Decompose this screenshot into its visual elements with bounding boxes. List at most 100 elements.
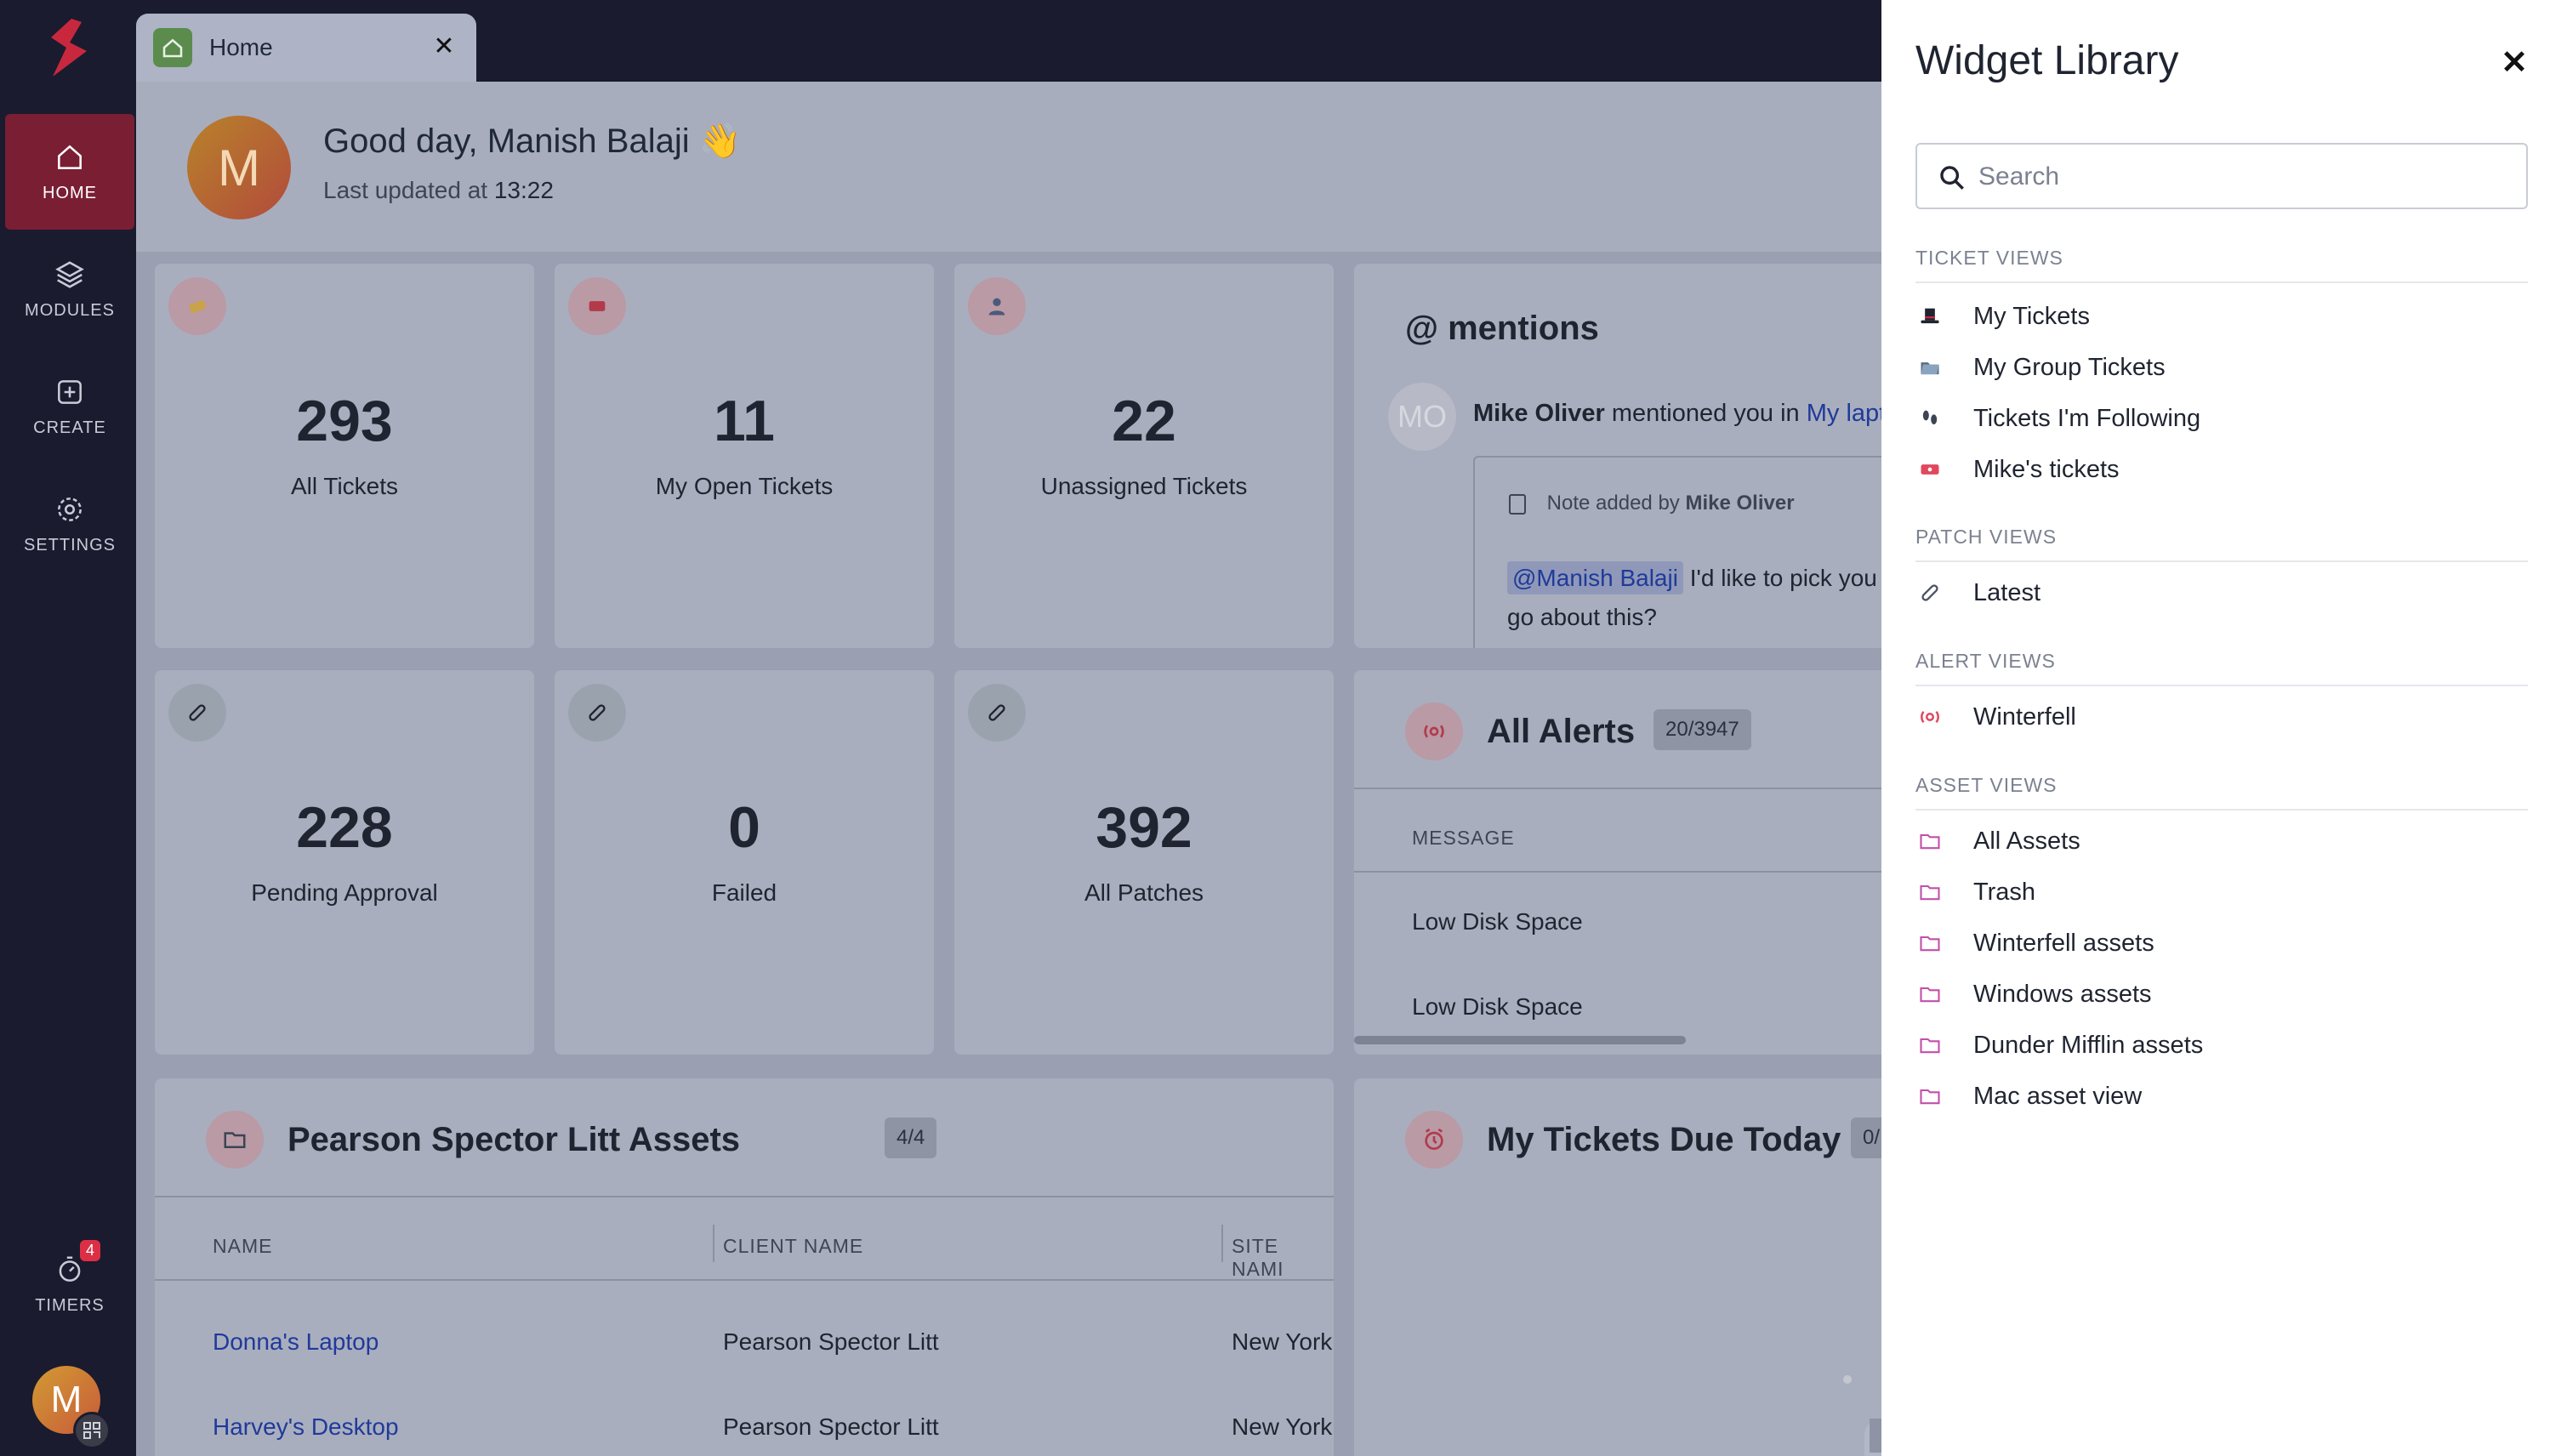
widget-item-tickets-following[interactable]: Tickets I'm Following bbox=[1915, 397, 2528, 440]
divider bbox=[1354, 871, 1881, 873]
search-input[interactable] bbox=[1978, 155, 2506, 199]
stat-card-pending-approval[interactable]: 228 Pending Approval bbox=[155, 670, 534, 1055]
stat-value: 11 bbox=[714, 389, 775, 453]
asset-name-link[interactable]: Harvey's Desktop bbox=[213, 1413, 399, 1440]
greeting-avatar: M bbox=[187, 116, 291, 219]
widget-item-label: Trash bbox=[1973, 878, 2036, 906]
divider bbox=[155, 1196, 1334, 1197]
note-header: Note added by Mike Oliver bbox=[1509, 492, 1795, 515]
widget-item-my-group-tickets[interactable]: My Group Tickets bbox=[1915, 346, 2528, 389]
widget-item-label: My Group Tickets bbox=[1973, 353, 2166, 381]
stat-card-all-patches[interactable]: 392 All Patches bbox=[954, 670, 1334, 1055]
widget-item-windows-assets[interactable]: Windows assets bbox=[1915, 973, 2528, 1015]
widget-item-label: My Tickets bbox=[1973, 302, 2090, 330]
search-box bbox=[1915, 143, 2528, 209]
user-avatar[interactable]: M bbox=[32, 1366, 100, 1434]
widget-item-label: Winterfell assets bbox=[1973, 929, 2154, 957]
note-body: @Manish Balaji I'd like to pick you bbox=[1507, 561, 1877, 594]
widget-item-dunder-mifflin-assets[interactable]: Dunder Mifflin assets bbox=[1915, 1024, 2528, 1066]
stat-card-my-open-tickets[interactable]: 11 My Open Tickets bbox=[555, 264, 934, 648]
layers-icon bbox=[55, 260, 84, 288]
tab-close-icon[interactable]: ✕ bbox=[433, 32, 455, 60]
horizontal-scrollbar[interactable] bbox=[1354, 1036, 1686, 1044]
mention-note-box: Note added by Mike Oliver @Manish Balaji… bbox=[1473, 456, 1881, 648]
due-today-title: My Tickets Due Today bbox=[1487, 1121, 1841, 1158]
nav-item-create[interactable]: CREATE bbox=[5, 349, 134, 464]
column-divider[interactable] bbox=[1221, 1225, 1223, 1262]
folder-icon bbox=[1915, 878, 1944, 907]
ticket-icon bbox=[168, 277, 226, 335]
column-header-client-name[interactable]: CLIENT NAME bbox=[723, 1235, 864, 1257]
nav-label-create: CREATE bbox=[33, 418, 106, 437]
group-header-patch-views: PATCH VIEWS bbox=[1915, 526, 2528, 562]
widget-item-label: Mac asset view bbox=[1973, 1082, 2143, 1110]
plus-square-icon bbox=[58, 379, 82, 404]
bandage-icon bbox=[1915, 578, 1944, 607]
note-icon bbox=[1509, 493, 1526, 515]
widget-item-mikes-tickets[interactable]: Mike's tickets bbox=[1915, 448, 2528, 491]
column-header-name[interactable]: NAME bbox=[213, 1235, 273, 1257]
widget-item-my-tickets[interactable]: My Tickets bbox=[1915, 295, 2528, 338]
stat-value: 0 bbox=[728, 795, 760, 860]
alert-row[interactable]: Low Disk Space bbox=[1412, 908, 1583, 935]
mention-avatar: MO bbox=[1388, 383, 1456, 451]
alert-row[interactable]: Low Disk Space bbox=[1412, 993, 1583, 1020]
widget-item-winterfell-assets[interactable]: Winterfell assets bbox=[1915, 922, 2528, 964]
last-updated: Last updated at 13:22 bbox=[323, 177, 554, 204]
asset-client: Pearson Spector Litt bbox=[723, 1413, 939, 1440]
widget-item-label: Windows assets bbox=[1973, 980, 2152, 1008]
nav-item-timers[interactable]: TIMERS bbox=[5, 1228, 134, 1340]
stat-value: 293 bbox=[296, 389, 393, 453]
home-tab-icon bbox=[153, 28, 192, 67]
tab-home[interactable]: Home ✕ bbox=[136, 14, 476, 82]
mention-link[interactable]: My lapt bbox=[1806, 400, 1881, 427]
app-logo[interactable] bbox=[34, 14, 102, 82]
stat-card-all-tickets[interactable]: 293 All Tickets bbox=[155, 264, 534, 648]
timers-count-badge: 4 bbox=[80, 1240, 101, 1261]
alerts-widget: All Alerts 20/3947 MESSAGE Low Disk Spac… bbox=[1354, 670, 1881, 1055]
alert-siren-icon bbox=[1915, 702, 1944, 731]
divider bbox=[1354, 788, 1881, 789]
nav-label-modules: MODULES bbox=[25, 300, 115, 320]
stat-value: 392 bbox=[1096, 795, 1192, 860]
widget-item-label: All Assets bbox=[1973, 827, 2080, 855]
widget-library-panel: Widget Library ✕ TICKET VIEWS My Tickets… bbox=[1881, 0, 2567, 1456]
note-body-line2: go about this? bbox=[1507, 604, 1657, 630]
widget-item-winterfell-alerts[interactable]: Winterfell bbox=[1915, 696, 2528, 738]
panel-title: Widget Library bbox=[1915, 38, 2179, 83]
stat-card-unassigned-tickets[interactable]: 22 Unassigned Tickets bbox=[954, 264, 1334, 648]
bandage-icon bbox=[568, 684, 626, 742]
qr-code-icon[interactable] bbox=[73, 1412, 111, 1449]
widget-item-mac-asset-view[interactable]: Mac asset view bbox=[1915, 1075, 2528, 1118]
stat-label: All Tickets bbox=[290, 473, 399, 499]
tab-label: Home bbox=[209, 34, 273, 60]
close-icon[interactable]: ✕ bbox=[2501, 45, 2528, 81]
alerts-column-header: MESSAGE bbox=[1412, 827, 1515, 849]
widget-item-all-assets[interactable]: All Assets bbox=[1915, 820, 2528, 862]
widget-item-latest[interactable]: Latest bbox=[1915, 572, 2528, 614]
column-divider[interactable] bbox=[713, 1225, 714, 1262]
mentions-title: @ mentions bbox=[1405, 310, 1599, 347]
mention-tag[interactable]: @Manish Balaji bbox=[1507, 561, 1683, 594]
column-header-site-name[interactable]: SITE NAMI bbox=[1232, 1235, 1284, 1280]
last-updated-label: Last updated at bbox=[323, 177, 488, 203]
widget-item-label: Tickets I'm Following bbox=[1973, 404, 2201, 432]
widget-item-label: Latest bbox=[1973, 578, 2041, 606]
nav-label-home: HOME bbox=[43, 183, 97, 202]
nav-item-settings[interactable]: SETTINGS bbox=[5, 466, 134, 582]
due-today-count: 0/ bbox=[1851, 1118, 1881, 1158]
nav-item-home[interactable]: HOME bbox=[5, 114, 134, 230]
nav-item-modules[interactable]: MODULES bbox=[5, 231, 134, 347]
greeting-header: M Good day, Manish Balaji 👋 Last updated… bbox=[136, 82, 1881, 252]
left-nav: HOME MODULES CREATE SETTINGS TIMERS 4 M bbox=[0, 0, 136, 1456]
widget-item-trash[interactable]: Trash bbox=[1915, 871, 2528, 913]
stat-label: Unassigned Tickets bbox=[1040, 473, 1248, 499]
last-updated-time: 13:22 bbox=[493, 177, 554, 203]
note-author: Mike Oliver bbox=[1685, 492, 1795, 515]
assets-count: 4/4 bbox=[885, 1118, 937, 1158]
alert-siren-icon bbox=[1405, 702, 1463, 760]
stat-card-failed[interactable]: 0 Failed bbox=[555, 670, 934, 1055]
alarm-clock-icon bbox=[1405, 1111, 1463, 1169]
widget-item-label: Dunder Mifflin assets bbox=[1973, 1031, 2204, 1059]
asset-name-link[interactable]: Donna's Laptop bbox=[213, 1328, 379, 1355]
